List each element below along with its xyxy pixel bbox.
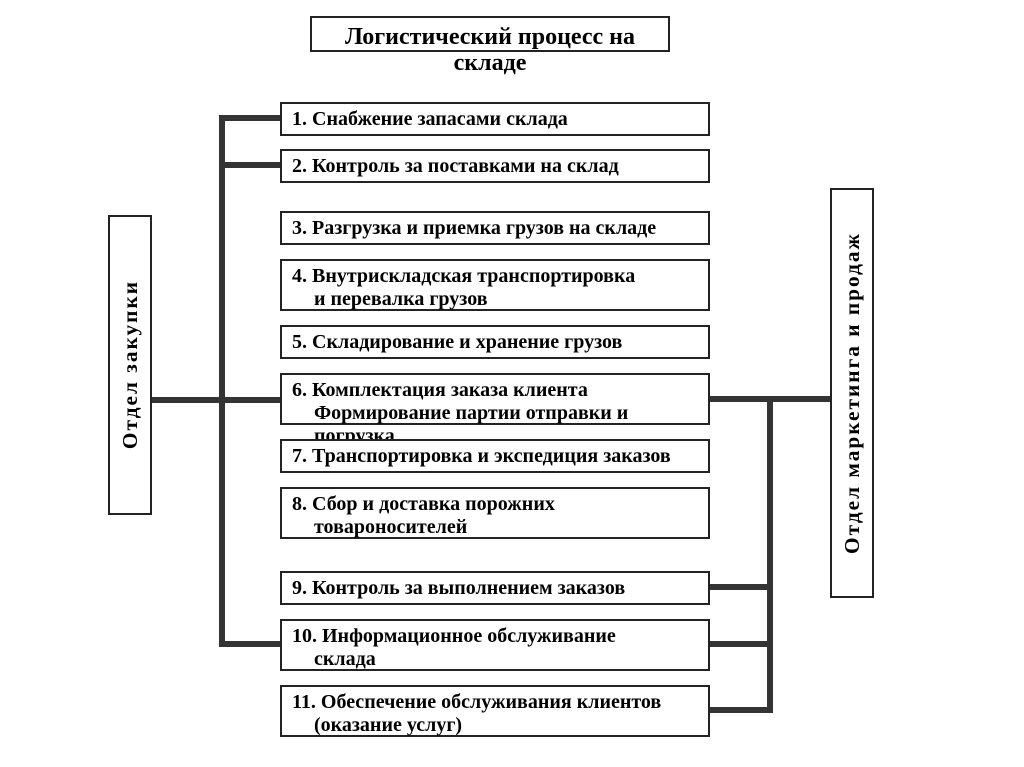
step-line1: 3. Разгрузка и приемка грузов на складе xyxy=(292,217,656,239)
step-box-7: 7. Транспортировка и экспедиция заказов xyxy=(280,439,710,473)
diagram-title-text: Логистический процесс на складе xyxy=(345,24,635,76)
right-department-label: Отдел маркетинга и продаж xyxy=(840,232,865,554)
step-box-3: 3. Разгрузка и приемка грузов на складе xyxy=(280,211,710,245)
step-box-8: 8. Сбор и доставка порожнихтовароносител… xyxy=(280,487,710,539)
step-box-1: 1. Снабжение запасами склада xyxy=(280,102,710,136)
step-line2: товароносителей xyxy=(292,516,698,539)
step-line1: 11. Обеспечение обслуживания клиентов xyxy=(292,691,661,713)
step-line1: 4. Внутрискладская транспортировка xyxy=(292,265,635,287)
step-box-5: 5. Складирование и хранение грузов xyxy=(280,325,710,359)
left-department-label: Отдел закупки xyxy=(118,280,143,449)
step-box-4: 4. Внутрискладская транспортировкаи пере… xyxy=(280,259,710,311)
step-line2: склада xyxy=(292,648,698,671)
diagram-title: Логистический процесс на складе xyxy=(310,16,670,52)
step-line1: 1. Снабжение запасами склада xyxy=(292,108,568,130)
step-line1: 2. Контроль за поставками на склад xyxy=(292,155,619,177)
step-line2: (оказание услуг) xyxy=(292,714,698,737)
right-department-box: Отдел маркетинга и продаж xyxy=(830,188,874,598)
step-box-11: 11. Обеспечение обслуживания клиентов(ок… xyxy=(280,685,710,737)
step-line2: и перевалка грузов xyxy=(292,288,698,311)
left-department-box: Отдел закупки xyxy=(108,215,152,515)
step-line1: 8. Сбор и доставка порожних xyxy=(292,493,555,515)
step-line1: 6. Комплектация заказа клиента xyxy=(292,379,588,401)
step-box-10: 10. Информационное обслуживаниесклада xyxy=(280,619,710,671)
diagram-canvas: Логистический процесс на складе Отдел за… xyxy=(0,0,1024,767)
step-box-6: 6. Комплектация заказа клиентаФормирован… xyxy=(280,373,710,425)
step-line1: 7. Транспортировка и экспедиция заказов xyxy=(292,445,671,467)
step-line1: 9. Контроль за выполнением заказов xyxy=(292,577,625,599)
step-line1: 5. Складирование и хранение грузов xyxy=(292,331,622,353)
step-line1: 10. Информационное обслуживание xyxy=(292,625,616,647)
step-box-9: 9. Контроль за выполнением заказов xyxy=(280,571,710,605)
step-box-2: 2. Контроль за поставками на склад xyxy=(280,149,710,183)
